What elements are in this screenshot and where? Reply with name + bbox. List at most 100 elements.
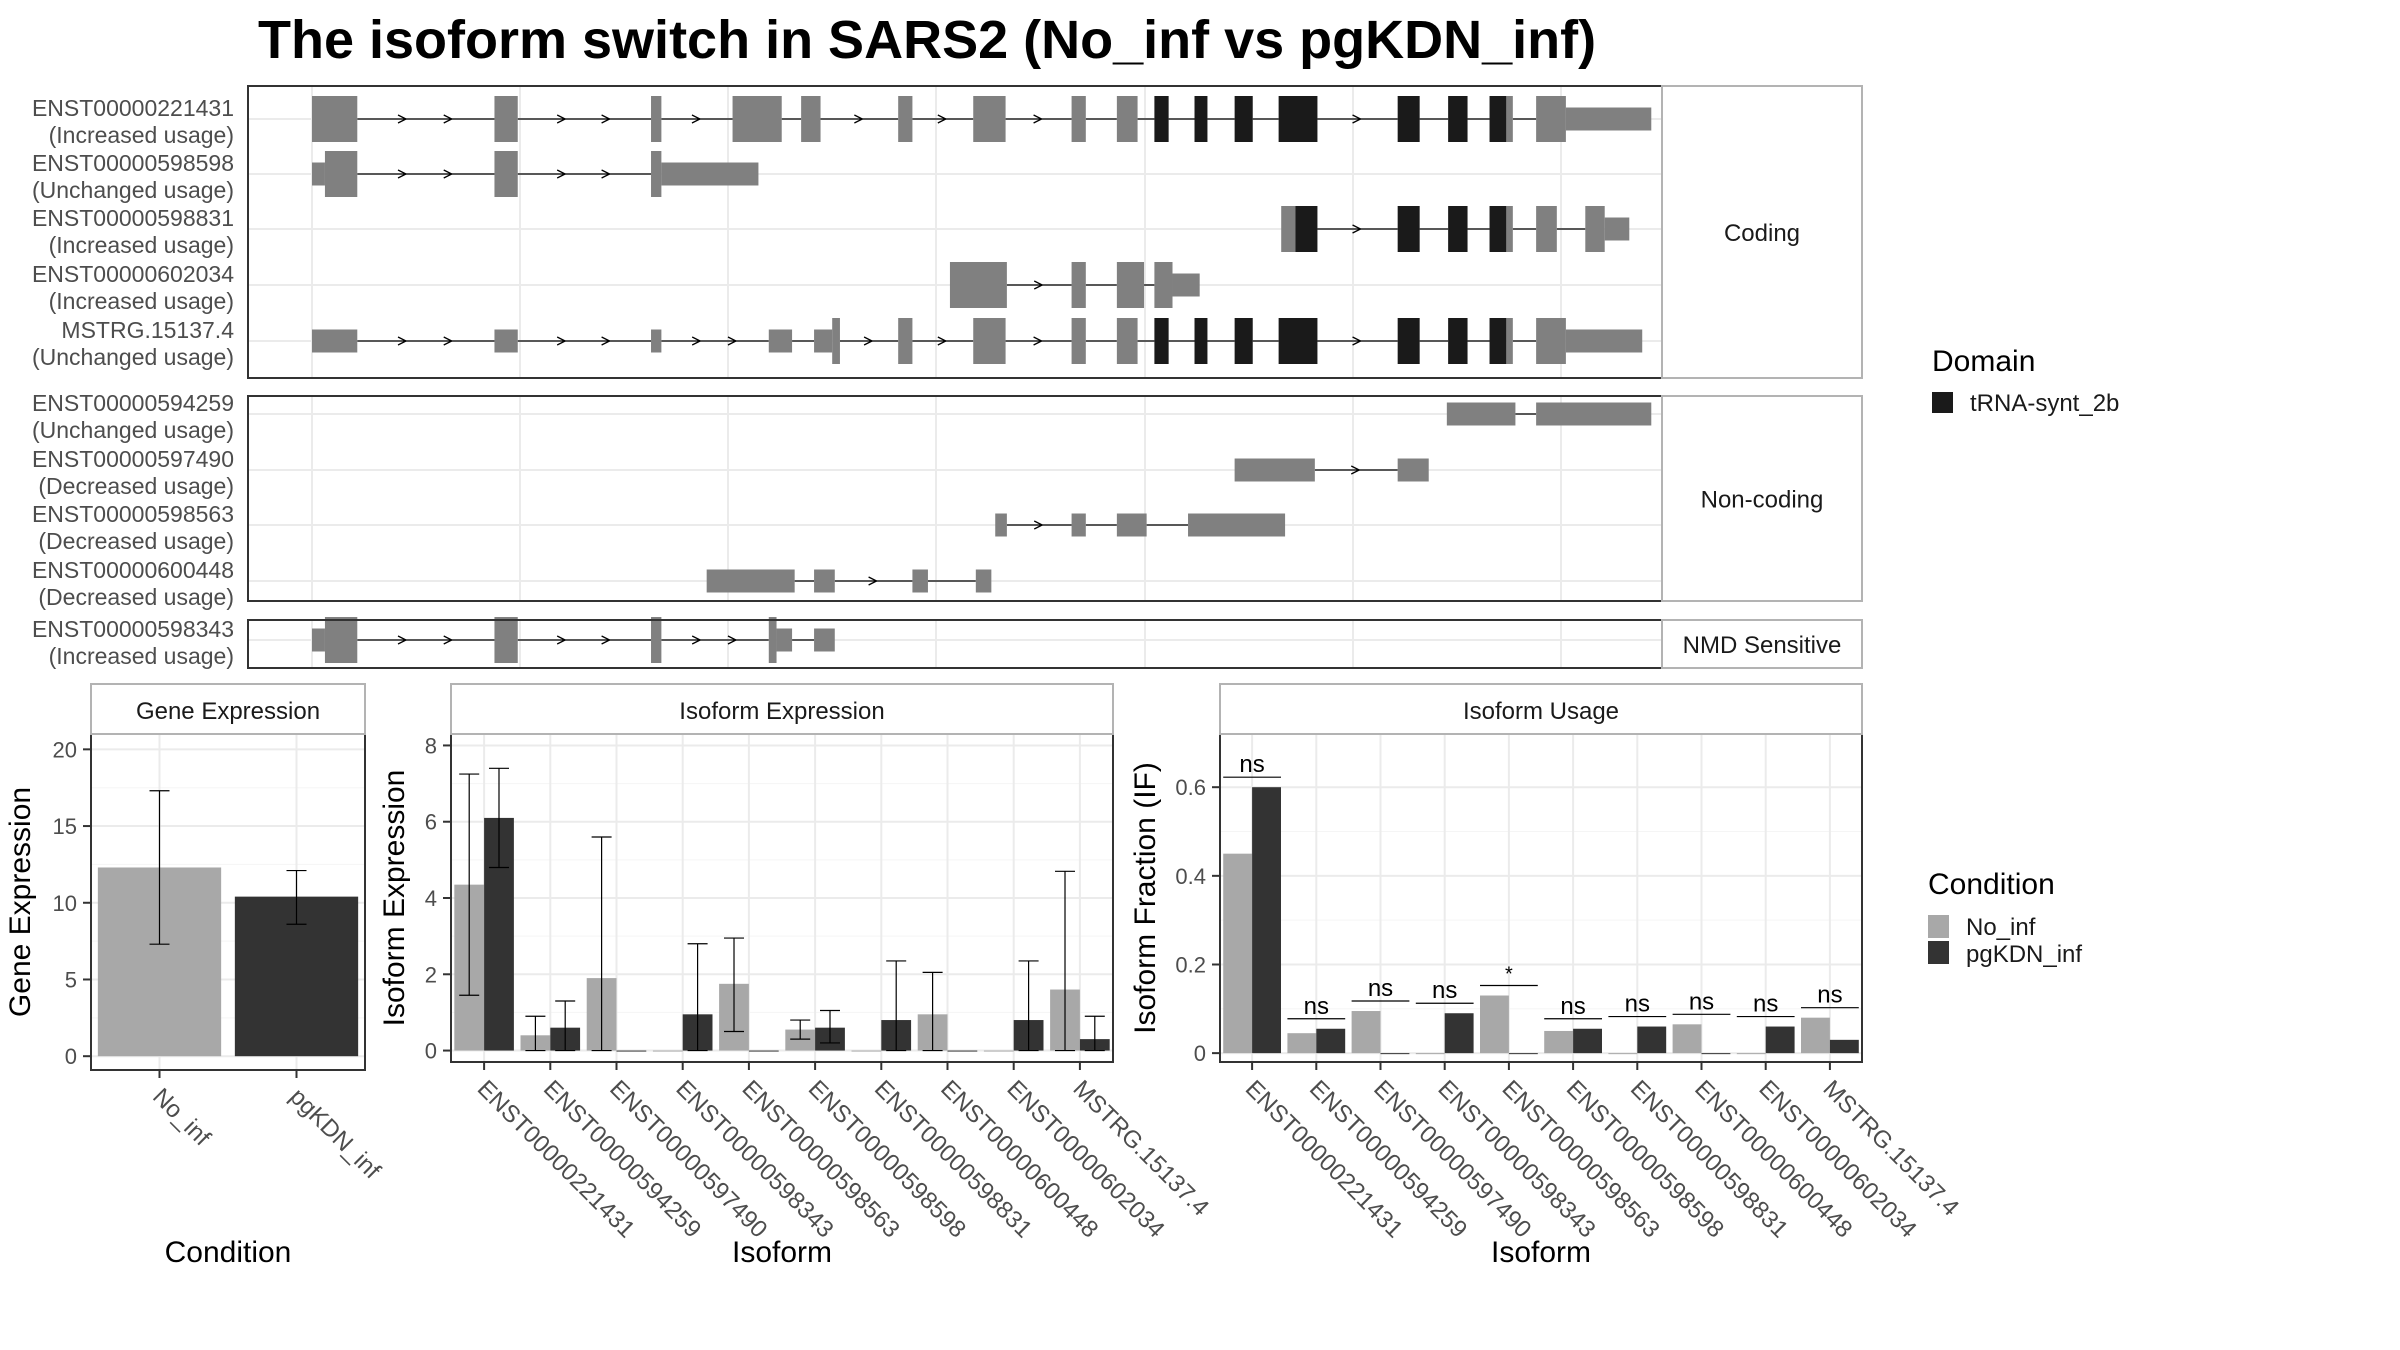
strand-arrow bbox=[691, 114, 702, 124]
exon bbox=[1188, 513, 1286, 537]
isoform-label-id: ENST00000598343 bbox=[32, 616, 234, 642]
condition-legend-label-pgkdn-inf: pgKDN_inf bbox=[1966, 941, 2082, 968]
isoform-label-usage: (Decreased usage) bbox=[38, 584, 234, 610]
strand-arrow bbox=[443, 114, 454, 124]
strand-arrow bbox=[443, 336, 454, 346]
y-tick-label: 5 bbox=[65, 967, 77, 992]
exon bbox=[1536, 402, 1652, 426]
strand-arrow bbox=[727, 635, 738, 645]
figure-title: The isoform switch in SARS2 (No_inf vs p… bbox=[258, 10, 1596, 70]
bar-no-inf-enst00000598831 bbox=[851, 1050, 882, 1052]
isoform-label-id: MSTRG.15137.4 bbox=[61, 317, 234, 343]
exon bbox=[1234, 458, 1315, 482]
strand-arrow bbox=[556, 336, 567, 346]
significance-label: ns bbox=[1753, 991, 1778, 1018]
isoform-label-id: ENST00000221431 bbox=[32, 95, 234, 121]
exon bbox=[898, 318, 913, 364]
domain-exon bbox=[1489, 318, 1507, 364]
strand-arrow bbox=[556, 635, 567, 645]
isoform-label-usage: (Increased usage) bbox=[49, 232, 234, 258]
strand-arrow bbox=[397, 114, 408, 124]
panel-strip bbox=[450, 683, 1114, 735]
isoform-label-usage: (Unchanged usage) bbox=[32, 344, 234, 370]
bar-pgkdn-inf-enst00000598563 bbox=[1508, 1053, 1538, 1055]
y-tick-label: 6 bbox=[425, 810, 437, 835]
y-axis-label: Isoform Expression bbox=[378, 770, 411, 1027]
domain-legend: Domain tRNA-synt_2b bbox=[1932, 345, 2119, 417]
exon bbox=[1116, 318, 1138, 364]
strand-arrow bbox=[1033, 114, 1044, 124]
bar-no-inf-enst00000598343 bbox=[1415, 1053, 1445, 1055]
domain-exon bbox=[1194, 96, 1208, 142]
domain-legend-title: Domain bbox=[1932, 345, 2035, 378]
isoform-label-usage: (Decreased usage) bbox=[38, 528, 234, 554]
panel-strip-label: Coding bbox=[1724, 220, 1800, 247]
significance-label: ns bbox=[1817, 982, 1842, 1009]
significance-label: ns bbox=[1625, 991, 1650, 1018]
bar-pgkdn-inf-enst00000221431 bbox=[1252, 787, 1281, 1054]
chart-title: Gene Expression bbox=[136, 698, 320, 725]
strand-arrow bbox=[854, 114, 864, 124]
strand-arrow bbox=[868, 576, 879, 586]
exon bbox=[1536, 318, 1566, 364]
strand-arrow bbox=[691, 635, 702, 645]
strand-arrow bbox=[1350, 465, 1361, 475]
exon bbox=[651, 151, 662, 197]
exon bbox=[1604, 217, 1630, 241]
exon bbox=[661, 162, 759, 186]
bar-no-inf-enst00000598831 bbox=[1608, 1053, 1638, 1055]
strand-arrow bbox=[601, 169, 612, 179]
strand-arrow bbox=[556, 114, 567, 124]
bar-pgkdn-inf-enst00000597490 bbox=[616, 1050, 647, 1052]
exon bbox=[706, 569, 795, 593]
domain-exon bbox=[1397, 96, 1420, 142]
strand-arrow bbox=[397, 169, 408, 179]
y-tick-label: 0.2 bbox=[1175, 952, 1206, 977]
chart-title: Isoform Usage bbox=[1463, 698, 1619, 725]
exon bbox=[768, 329, 793, 353]
exon bbox=[312, 329, 358, 353]
isoform-label-id: ENST00000600448 bbox=[32, 557, 234, 583]
bar-pgkdn-inf-enst00000602034 bbox=[1765, 1026, 1795, 1054]
domain-exon bbox=[1448, 206, 1468, 252]
chart-panel-isoform-expression: Isoform Expression02468ENST00000221431EN… bbox=[378, 683, 1214, 1269]
structure-panel-nmd-sensitive: ENST00000598343(Increased usage) NMD Sens… bbox=[32, 616, 1863, 669]
x-tick-label: No_inf bbox=[147, 1083, 215, 1151]
significance-label: ns bbox=[1432, 977, 1457, 1004]
chart-title: Isoform Expression bbox=[679, 698, 884, 725]
exon bbox=[832, 318, 840, 364]
exon bbox=[1281, 206, 1296, 252]
y-tick-label: 0.6 bbox=[1175, 775, 1206, 800]
domain-exon bbox=[1489, 96, 1507, 142]
panel-strip-label: Non-coding bbox=[1701, 487, 1824, 514]
exon bbox=[814, 329, 833, 353]
isoform-label-id: ENST00000594259 bbox=[32, 390, 234, 416]
exon bbox=[1536, 206, 1557, 252]
isoform-label-id: ENST00000598563 bbox=[32, 501, 234, 527]
exon bbox=[312, 162, 325, 186]
exon bbox=[1506, 318, 1513, 364]
y-tick-label: 2 bbox=[425, 962, 437, 987]
y-tick-label: 8 bbox=[425, 733, 437, 758]
exon bbox=[973, 96, 1006, 142]
bar-pgkdn-inf-enst00000598598 bbox=[1573, 1028, 1602, 1054]
exon bbox=[1116, 96, 1138, 142]
panel-background bbox=[1220, 734, 1862, 1062]
bar-no-inf-enst00000602034 bbox=[983, 1050, 1014, 1052]
panel-background bbox=[248, 620, 1662, 668]
exon bbox=[1565, 107, 1652, 131]
isoform-label-id: ENST00000598598 bbox=[32, 150, 234, 176]
exon bbox=[494, 96, 518, 142]
exon bbox=[801, 96, 821, 142]
bar-pgkdn-inf-enst00000600448 bbox=[1701, 1053, 1731, 1055]
exon bbox=[1172, 273, 1200, 297]
structure-panel-non-coding: ENST00000594259(Unchanged usage) ENST0000… bbox=[32, 390, 1863, 610]
y-tick-label: 0 bbox=[65, 1044, 77, 1069]
y-tick-label: 4 bbox=[425, 886, 437, 911]
y-tick-label: 20 bbox=[53, 737, 77, 762]
y-tick-label: 15 bbox=[53, 814, 77, 839]
structure-panel-coding: ENST00000221431 (Increased usage) ENST0000… bbox=[32, 85, 1863, 379]
exon bbox=[768, 617, 777, 663]
